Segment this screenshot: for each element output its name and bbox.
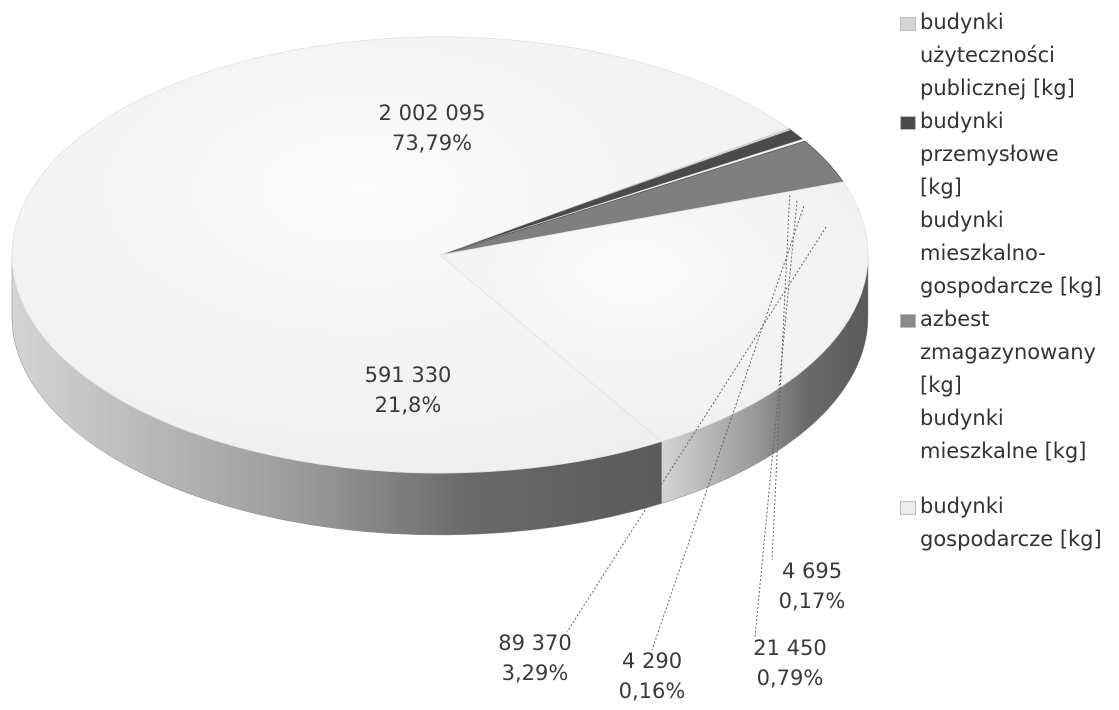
data-label-value: 21 450 bbox=[753, 636, 826, 660]
data-label-percent: 0,16% bbox=[619, 679, 686, 703]
legend-swatch bbox=[900, 413, 914, 425]
legend-label-line: [kg] bbox=[920, 175, 962, 199]
legend-label-line: azbest bbox=[920, 307, 990, 331]
pie-top-slices bbox=[11, 36, 869, 474]
leader-line-1 bbox=[754, 200, 798, 638]
data-label-percent: 73,79% bbox=[392, 131, 472, 155]
data-label-value: 2 002 095 bbox=[379, 101, 486, 125]
data-label-percent: 0,17% bbox=[779, 589, 846, 613]
legend-item: budynki mieszkalne [kg] bbox=[900, 402, 1115, 468]
legend-swatch bbox=[900, 215, 914, 227]
data-label-percent: 3,29% bbox=[502, 661, 569, 685]
legend-label-line: budynki bbox=[920, 406, 1004, 430]
legend-swatch bbox=[900, 17, 916, 31]
data-label-percent: 21,8% bbox=[375, 393, 442, 417]
legend-swatch bbox=[900, 116, 916, 130]
legend-label-line: budynki bbox=[920, 109, 1004, 133]
legend-label-line: publicznej [kg] bbox=[920, 76, 1075, 100]
legend-label-line: zmagazynowany bbox=[920, 340, 1096, 364]
legend-label-line: [kg] bbox=[920, 373, 962, 397]
legend-label-line: użyteczności bbox=[920, 43, 1055, 67]
legend-item: azbest zmagazynowany [kg] bbox=[900, 303, 1115, 402]
legend-label-line: budynki bbox=[920, 208, 1004, 232]
legend-label-line: mieszkalne [kg] bbox=[920, 439, 1087, 463]
legend-item: budynki gospodarcze [kg] bbox=[900, 490, 1115, 556]
legend-label-line: mieszkalno- bbox=[920, 241, 1046, 265]
legend-label-line: budynki bbox=[920, 494, 1004, 518]
legend-item: budynki użyteczności publicznej [kg] bbox=[900, 6, 1115, 105]
pie-slice-5 bbox=[11, 36, 790, 474]
legend-label-line: przemysłowe bbox=[920, 142, 1059, 166]
legend-item: budynki mieszkalno-gospodarcze [kg] bbox=[900, 204, 1115, 303]
data-label-value: 591 330 bbox=[365, 363, 452, 387]
legend-label-line: budynki bbox=[920, 10, 1004, 34]
leader-lines bbox=[566, 195, 827, 651]
legend-label-line: gospodarcze [kg] bbox=[920, 527, 1102, 551]
data-label-value: 4 695 bbox=[782, 559, 842, 583]
data-label-value: 4 290 bbox=[622, 649, 682, 673]
leader-line-3 bbox=[566, 226, 827, 633]
chart-legend: budynki użyteczności publicznej [kg] budynk… bbox=[900, 6, 1115, 556]
legend-label-line: gospodarcze [kg] bbox=[920, 274, 1102, 298]
legend-swatch bbox=[900, 314, 916, 328]
legend-swatch bbox=[900, 501, 916, 515]
legend-item: budynki przemysłowe [kg] bbox=[900, 105, 1115, 204]
data-label-value: 89 370 bbox=[498, 631, 571, 655]
data-labels: 4 695 0,17% 21 450 0,79% 4 290 0,16% 89 370 3,2… bbox=[365, 101, 846, 703]
pie-slice-4 bbox=[439, 181, 869, 442]
data-label-percent: 0,79% bbox=[757, 666, 824, 690]
